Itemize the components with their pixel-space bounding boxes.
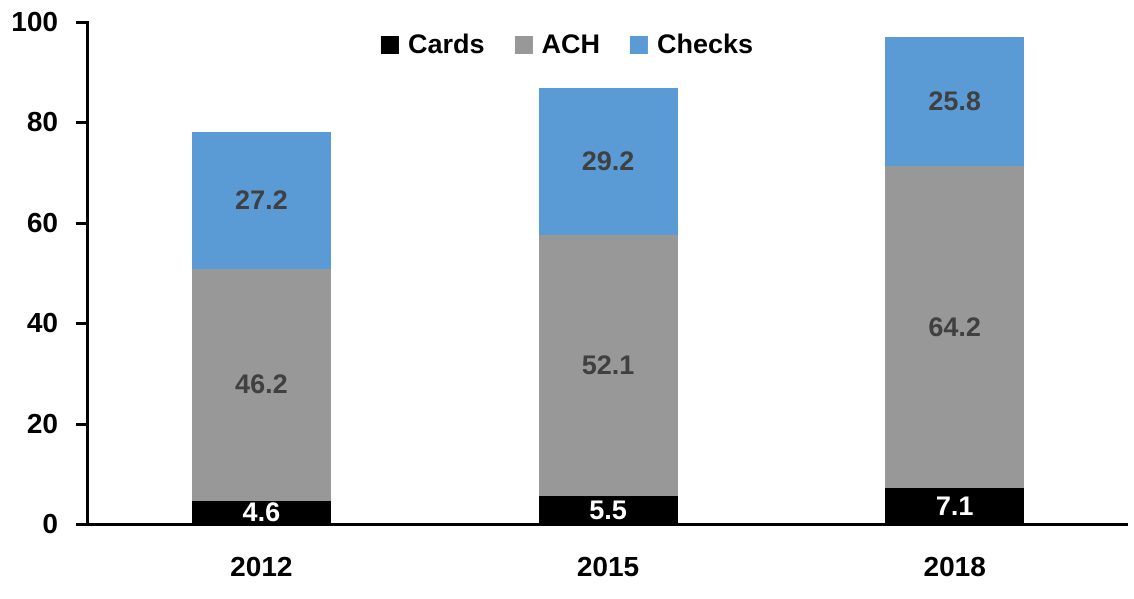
legend-item-checks: Checks <box>629 29 754 59</box>
y-axis-tick-mark <box>76 21 89 24</box>
y-axis-tick-label: 100 <box>11 6 58 37</box>
bar-segment-checks-2015: 29.2 <box>538 88 678 235</box>
data-label: 29.2 <box>581 146 635 177</box>
data-label: 52.1 <box>581 350 635 381</box>
bar-segment-checks-2018: 25.8 <box>885 36 1025 167</box>
legend-label-checks: Checks <box>656 29 754 59</box>
data-label: 64.2 <box>928 311 981 342</box>
y-axis-tick-mark <box>76 422 89 426</box>
y-axis-tick-label: 0 <box>42 508 58 539</box>
checks-swatch-icon <box>629 35 648 54</box>
data-label: 4.6 <box>242 496 281 527</box>
bar-segment-ach-2015: 52.1 <box>538 234 678 497</box>
ach-swatch-icon <box>514 35 533 54</box>
bar-segment-checks-2012: 27.2 <box>191 132 331 269</box>
y-axis-line <box>86 21 89 526</box>
y-axis-tick-label: 60 <box>26 206 58 238</box>
x-axis-category-label: 2018 <box>923 551 986 582</box>
x-axis-category-label: 2015 <box>576 551 640 582</box>
y-axis-tick-mark <box>76 221 89 225</box>
data-label: 7.1 <box>935 490 974 521</box>
x-axis-line <box>86 523 1128 526</box>
x-axis-category-label: 2012 <box>230 551 293 582</box>
bar-segment-cards-2018: 7.1 <box>885 488 1025 524</box>
legend-label-ach: ACH <box>541 29 600 59</box>
y-axis-tick-label: 40 <box>26 307 58 339</box>
bar-segment-ach-2012: 46.2 <box>191 268 331 501</box>
y-axis-tick-mark <box>76 322 89 326</box>
legend-item-ach: ACH <box>514 31 600 58</box>
bar-segment-cards-2012: 4.6 <box>191 496 331 527</box>
bar-segment-ach-2018: 64.2 <box>885 166 1025 489</box>
chart-legend: Cards ACH Checks <box>380 29 754 59</box>
y-axis-tick-label: 20 <box>26 407 58 439</box>
legend-label-cards: Cards <box>407 29 485 59</box>
y-axis-tick-mark <box>76 121 89 125</box>
y-axis-tick-label: 80 <box>26 106 58 138</box>
bar-segment-cards-2015: 5.5 <box>538 494 678 525</box>
data-label: 46.2 <box>235 369 288 400</box>
data-label: 25.8 <box>928 85 981 116</box>
data-label: 5.5 <box>589 494 627 525</box>
data-label: 27.2 <box>235 185 288 216</box>
cards-swatch-icon <box>380 35 399 54</box>
legend-item-cards: Cards <box>380 29 485 59</box>
y-axis-tick-mark <box>76 523 89 526</box>
